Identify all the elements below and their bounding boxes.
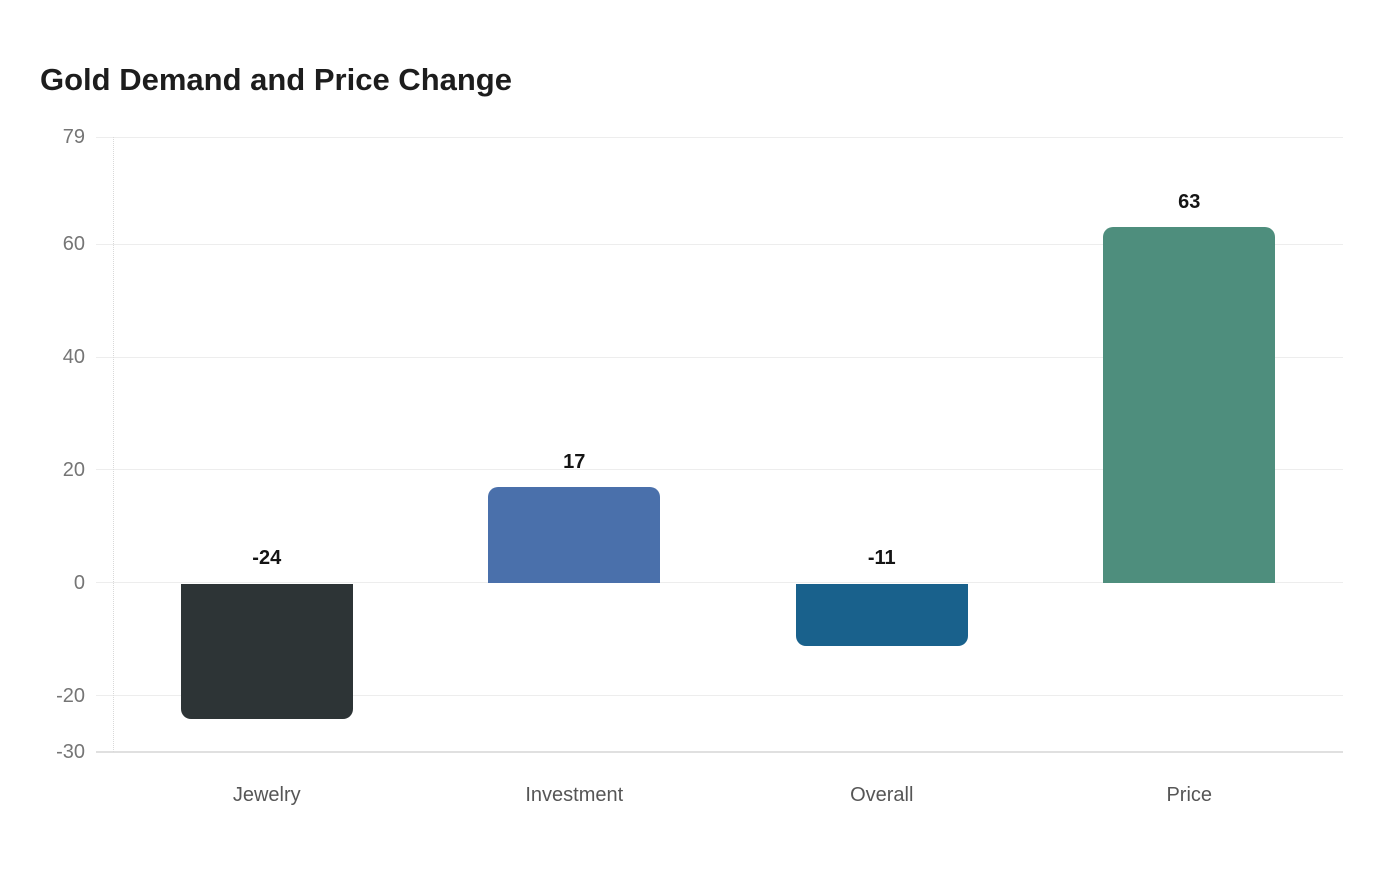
bar-value-label: 63 xyxy=(1178,191,1201,214)
gridline-y--20 xyxy=(96,695,1343,697)
x-category-label: Price xyxy=(1166,784,1213,806)
x-category-label: Jewelry xyxy=(232,784,301,806)
gridline-y-79 xyxy=(96,136,1343,138)
bar-value-label: -11 xyxy=(867,546,896,569)
y-tick-label: -20 xyxy=(56,684,85,707)
x-category-label: Overall xyxy=(850,784,914,806)
y-tick-label: 79 xyxy=(62,126,85,148)
gridline-y-20 xyxy=(96,469,1343,471)
y-tick-label: 40 xyxy=(62,346,85,369)
y-tick-label: -30 xyxy=(56,741,85,763)
gridline-y--30 xyxy=(96,751,1343,753)
gridline-y-40 xyxy=(96,356,1343,358)
y-tick-label: 0 xyxy=(73,571,85,594)
bar-value-label: 17 xyxy=(563,450,586,473)
chart-title: Gold Demand and Price Change xyxy=(40,62,512,97)
bar-jewelry xyxy=(180,583,353,720)
x-category-label: Investment xyxy=(525,784,624,806)
gridline-y-60 xyxy=(96,243,1343,245)
y-tick-label: 60 xyxy=(62,233,85,256)
bar-price xyxy=(1103,227,1276,583)
bar-value-label: -24 xyxy=(252,546,282,569)
gridline-y-0 xyxy=(96,582,1343,584)
y-axis-line xyxy=(113,137,114,752)
bar-overall xyxy=(795,583,968,646)
bar-investment xyxy=(488,486,661,583)
y-tick-label: 20 xyxy=(62,458,85,481)
